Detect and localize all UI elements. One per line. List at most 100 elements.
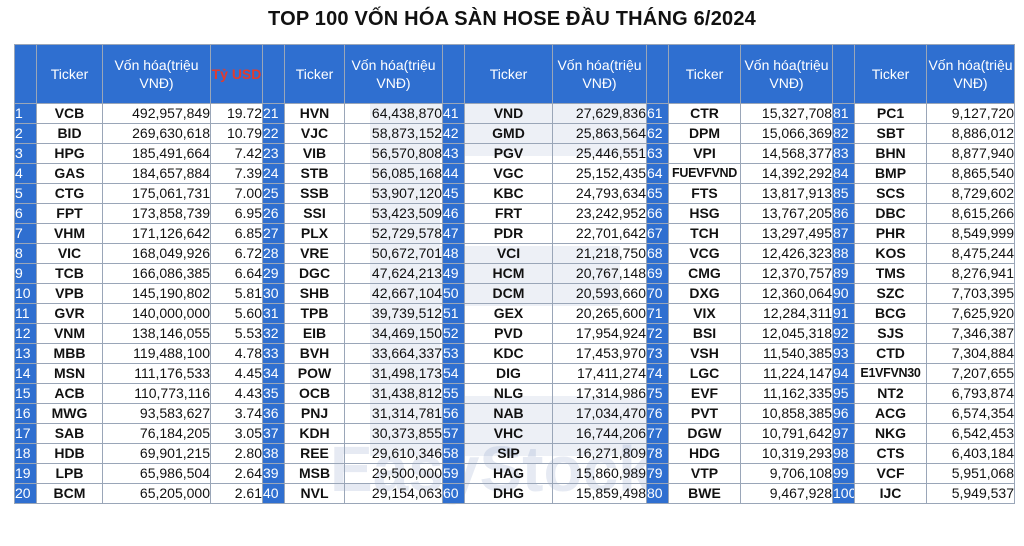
rank-cell: 19 — [14, 463, 37, 484]
market-cap-cell: 30,373,855 — [344, 423, 443, 444]
rank-cell: 47 — [442, 223, 465, 244]
market-cap-cell: 12,426,323 — [740, 243, 833, 264]
ticker-cell: TPB — [284, 303, 345, 324]
market-cap-cell: 17,954,924 — [552, 323, 647, 344]
ticker-cell: VPI — [668, 143, 741, 164]
ticker-cell: PNJ — [284, 403, 345, 424]
ticker-cell: FPT — [36, 203, 103, 224]
rank-cell: 83 — [832, 143, 855, 164]
ticker-cell: ACB — [36, 383, 103, 404]
market-cap-cell: 65,986,504 — [102, 463, 211, 484]
market-cap-cell: 25,863,564 — [552, 123, 647, 144]
market-cap-cell: 269,630,618 — [102, 123, 211, 144]
market-cap-cell: 64,438,870 — [344, 103, 443, 124]
ticker-cell: SIP — [464, 443, 553, 464]
market-cap-cell: 20,767,148 — [552, 263, 647, 284]
table-row: 16 MWG 93,583,627 3.74 36 PNJ 31,314,781 56 NAB 1… — [14, 403, 1015, 424]
ticker-cell: VCG — [668, 243, 741, 264]
rank-cell: 36 — [262, 403, 285, 424]
rank-cell: 28 — [262, 243, 285, 264]
ticker-cell: PC1 — [854, 103, 927, 124]
header-ticker: Ticker — [36, 44, 103, 104]
ticker-cell: SZC — [854, 283, 927, 304]
market-cap-cell: 8,729,602 — [926, 183, 1015, 204]
rank-cell: 10 — [14, 283, 37, 304]
market-cap-cell: 58,873,152 — [344, 123, 443, 144]
ticker-cell: VCI — [464, 243, 553, 264]
ticker-cell: KDH — [284, 423, 345, 444]
ticker-cell: NLG — [464, 383, 553, 404]
ticker-cell: VGC — [464, 163, 553, 184]
market-cap-cell: 6,793,874 — [926, 383, 1015, 404]
rank-cell: 74 — [646, 363, 669, 384]
ticker-cell: FRT — [464, 203, 553, 224]
ticker-cell: HVN — [284, 103, 345, 124]
market-cap-cell: 7,304,884 — [926, 343, 1015, 364]
market-cap-cell: 20,593,660 — [552, 283, 647, 304]
market-cap-cell: 17,453,970 — [552, 343, 647, 364]
usd-value-cell: 2.80 — [210, 443, 263, 464]
rank-cell: 79 — [646, 463, 669, 484]
rank-cell: 2 — [14, 123, 37, 144]
market-cap-cell: 9,467,928 — [740, 483, 833, 504]
ticker-cell: LPB — [36, 463, 103, 484]
rank-cell: 86 — [832, 203, 855, 224]
rank-cell: 43 — [442, 143, 465, 164]
market-cap-cell: 168,049,926 — [102, 243, 211, 264]
rank-cell: 63 — [646, 143, 669, 164]
ticker-cell: GMD — [464, 123, 553, 144]
rank-cell: 73 — [646, 343, 669, 364]
table-row: 15 ACB 110,773,116 4.43 35 OCB 31,438,812 55 NLG… — [14, 383, 1015, 404]
ticker-cell: PHR — [854, 223, 927, 244]
market-cap-cell: 21,218,750 — [552, 243, 647, 264]
table-row: 12 VNM 138,146,055 5.53 32 EIB 34,469,150 52 PVD… — [14, 323, 1015, 344]
header-index-cell — [646, 44, 669, 104]
rank-cell: 96 — [832, 403, 855, 424]
rank-cell: 61 — [646, 103, 669, 124]
rank-cell: 81 — [832, 103, 855, 124]
ticker-cell: SCS — [854, 183, 927, 204]
ticker-cell: SSB — [284, 183, 345, 204]
ticker-cell: TMS — [854, 263, 927, 284]
rank-cell: 7 — [14, 223, 37, 244]
usd-value-cell: 2.64 — [210, 463, 263, 484]
rank-cell: 53 — [442, 343, 465, 364]
usd-value-cell: 2.61 — [210, 483, 263, 504]
ticker-cell: SSI — [284, 203, 345, 224]
header-index-cell — [14, 44, 37, 104]
rank-cell: 8 — [14, 243, 37, 264]
usd-value-cell: 6.85 — [210, 223, 263, 244]
rank-cell: 65 — [646, 183, 669, 204]
table-row: 10 VPB 145,190,802 5.81 30 SHB 42,667,104 50 DCM… — [14, 283, 1015, 304]
ticker-cell: KOS — [854, 243, 927, 264]
usd-value-cell: 4.43 — [210, 383, 263, 404]
ticker-cell: BMP — [854, 163, 927, 184]
rank-cell: 56 — [442, 403, 465, 424]
market-cap-cell: 15,860,989 — [552, 463, 647, 484]
rank-cell: 89 — [832, 263, 855, 284]
rank-cell: 29 — [262, 263, 285, 284]
rank-cell: 82 — [832, 123, 855, 144]
rank-cell: 88 — [832, 243, 855, 264]
usd-value-cell: 19.72 — [210, 103, 263, 124]
market-cap-cell: 17,034,470 — [552, 403, 647, 424]
usd-value-cell: 3.74 — [210, 403, 263, 424]
ticker-cell: ACG — [854, 403, 927, 424]
market-cap-cell: 138,146,055 — [102, 323, 211, 344]
rank-cell: 75 — [646, 383, 669, 404]
ticker-cell: DIG — [464, 363, 553, 384]
table-row: 18 HDB 69,901,215 2.80 38 REE 29,610,346 58 SIP 1… — [14, 443, 1015, 464]
ticker-cell: CTS — [854, 443, 927, 464]
market-cap-cell: 53,423,509 — [344, 203, 443, 224]
market-cap-cell: 8,877,940 — [926, 143, 1015, 164]
rank-cell: 30 — [262, 283, 285, 304]
header-market-cap: Vốn hóa(triệu VNĐ) — [552, 44, 647, 104]
rank-cell: 39 — [262, 463, 285, 484]
rank-cell: 12 — [14, 323, 37, 344]
market-cap-cell: 12,284,311 — [740, 303, 833, 324]
market-cap-cell: 47,624,213 — [344, 263, 443, 284]
market-cap-cell: 13,767,205 — [740, 203, 833, 224]
rank-cell: 66 — [646, 203, 669, 224]
ticker-cell: NAB — [464, 403, 553, 424]
market-cap-cell: 9,706,108 — [740, 463, 833, 484]
